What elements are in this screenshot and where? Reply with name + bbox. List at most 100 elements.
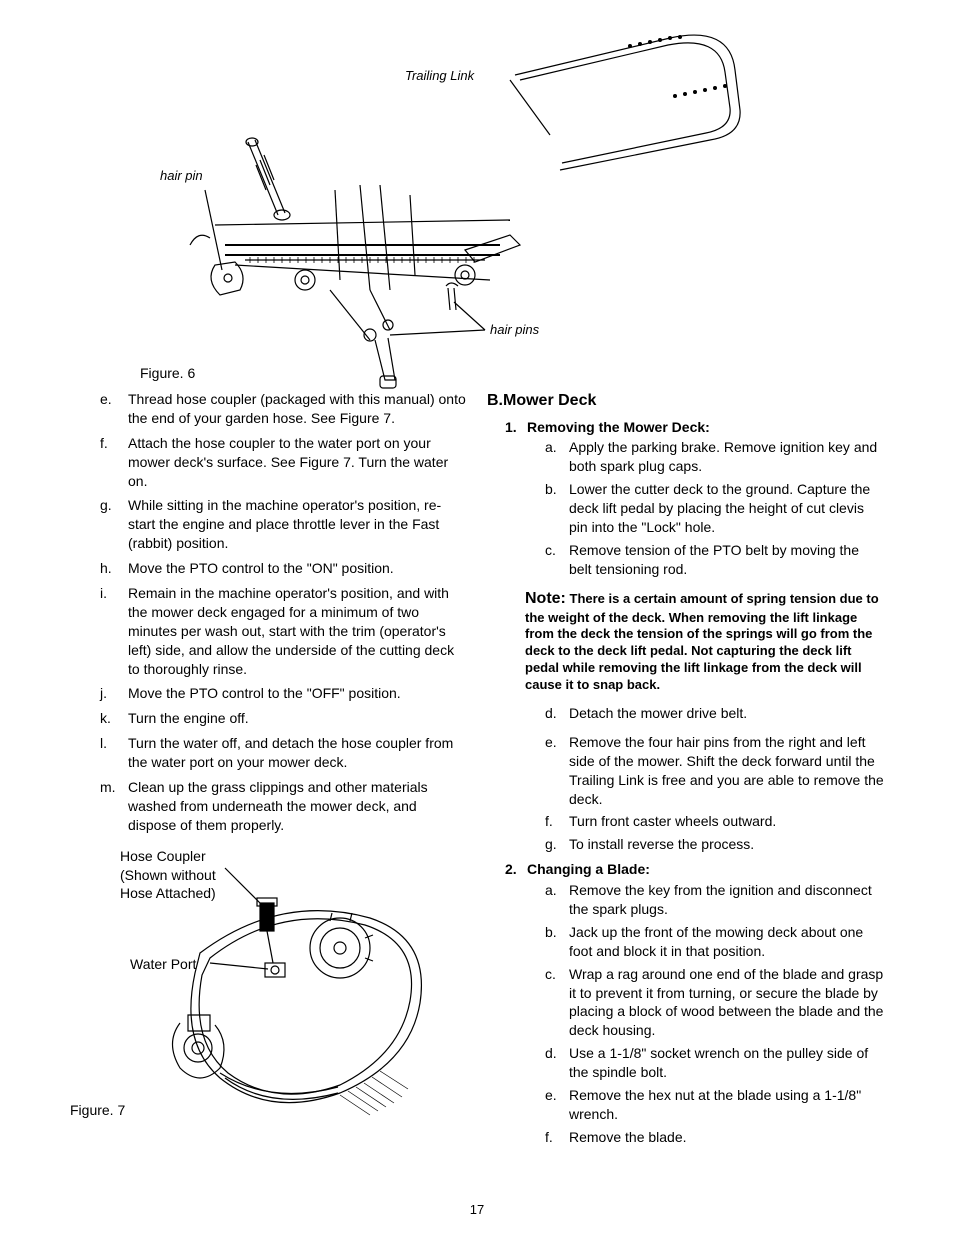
right-column: B.Mower Deck 1. Removing the Mower Deck:… xyxy=(487,390,884,1153)
marker: f. xyxy=(100,434,108,453)
item: d. Detach the mower drive belt. xyxy=(545,704,884,723)
marker: h. xyxy=(100,559,112,578)
marker: j. xyxy=(100,684,107,703)
note-block: Note: There is a certain amount of sprin… xyxy=(525,589,884,694)
left-item: m. Clean up the grass clippings and other… xyxy=(100,778,467,835)
text: Jack up the front of the mowing deck abo… xyxy=(569,924,863,959)
text: Wrap a rag around one end of the blade a… xyxy=(569,966,883,1039)
marker: 1. xyxy=(505,418,517,437)
l3: Hose Attached) xyxy=(120,885,216,901)
text: Detach the mower drive belt. xyxy=(569,705,747,721)
text: Clean up the grass clippings and other m… xyxy=(128,779,428,833)
marker: a. xyxy=(545,881,557,900)
text: Remain in the machine operator's positio… xyxy=(128,585,454,677)
item: c. Remove tension of the PTO belt by movi… xyxy=(545,541,884,579)
left-item: g. While sitting in the machine operator'… xyxy=(100,496,467,553)
figure-7-area: Hose Coupler (Shown without Hose Attache… xyxy=(70,843,467,1133)
sec1-list-top: a. Apply the parking brake. Remove igniti… xyxy=(527,438,884,578)
sec1-list-bottom: d. Detach the mower drive belt. e. Remove … xyxy=(527,704,884,854)
marker: g. xyxy=(545,835,557,854)
title: Removing the Mower Deck: xyxy=(527,419,710,435)
left-item: h. Move the PTO control to the "ON" posit… xyxy=(100,559,467,578)
text: Turn front caster wheels outward. xyxy=(569,813,776,829)
item: b. Jack up the front of the mowing deck a… xyxy=(545,923,884,961)
marker: f. xyxy=(545,812,553,831)
page: Trailing Link hair pin hair pins Figure.… xyxy=(0,0,954,1235)
item: e. Remove the hex nut at the blade using … xyxy=(545,1086,884,1124)
item: a. Remove the key from the ignition and d… xyxy=(545,881,884,919)
text: Turn the water off, and detach the hose … xyxy=(128,735,453,770)
right-numbered-list: 1. Removing the Mower Deck: a. Apply the … xyxy=(487,418,884,579)
item: c. Wrap a rag around one end of the blade… xyxy=(545,965,884,1041)
left-item: l. Turn the water off, and detach the hos… xyxy=(100,734,467,772)
text: Remove tension of the PTO belt by moving… xyxy=(569,542,859,577)
marker: b. xyxy=(545,923,557,942)
text: Use a 1-1/8" socket wrench on the pulley… xyxy=(569,1045,868,1080)
marker: m. xyxy=(100,778,116,797)
marker: d. xyxy=(545,1044,557,1063)
section-2: 2. Changing a Blade: a. Remove the key fr… xyxy=(505,860,884,1146)
figure-6-caption: Figure. 6 xyxy=(140,365,195,381)
text: Attach the hose coupler to the water por… xyxy=(128,435,448,489)
marker: g. xyxy=(100,496,112,515)
marker: f. xyxy=(545,1128,553,1147)
text: Move the PTO control to the "ON" positio… xyxy=(128,560,394,576)
marker: d. xyxy=(545,704,557,723)
figure-6-area: Trailing Link hair pin hair pins Figure.… xyxy=(70,30,884,390)
figure-7-label-water-port: Water Port xyxy=(130,955,196,974)
text: Remove the blade. xyxy=(569,1129,687,1145)
item: g. To install reverse the process. xyxy=(545,835,884,854)
text: Thread hose coupler (packaged with this … xyxy=(128,391,466,426)
sec1-continued: d. Detach the mower drive belt. e. Remove … xyxy=(487,704,884,854)
marker: c. xyxy=(545,965,556,984)
item: d. Use a 1-1/8" socket wrench on the pull… xyxy=(545,1044,884,1082)
marker: e. xyxy=(100,390,112,409)
text: Lower the cutter deck to the ground. Cap… xyxy=(569,481,870,535)
marker: l. xyxy=(100,734,107,753)
text: Move the PTO control to the "OFF" positi… xyxy=(128,685,401,701)
figure-6-label-trailing-link: Trailing Link xyxy=(405,68,474,83)
marker: c. xyxy=(545,541,556,560)
marker: a. xyxy=(545,438,557,457)
marker: e. xyxy=(545,1086,557,1105)
figure-7-caption: Figure. 7 xyxy=(70,1101,125,1120)
left-item: i. Remain in the machine operator's posit… xyxy=(100,584,467,678)
l1: Hose Coupler xyxy=(120,848,206,864)
figure-6-label-hair-pins: hair pins xyxy=(490,322,539,337)
text-columns: e. Thread hose coupler (packaged with thi… xyxy=(70,390,884,1153)
left-list: e. Thread hose coupler (packaged with thi… xyxy=(70,390,467,835)
section-2-wrap: 2. Changing a Blade: a. Remove the key fr… xyxy=(487,860,884,1146)
text: Turn the engine off. xyxy=(128,710,249,726)
section-heading: B.Mower Deck xyxy=(487,390,884,412)
left-item: f. Attach the hose coupler to the water p… xyxy=(100,434,467,491)
left-item: j. Move the PTO control to the "OFF" posi… xyxy=(100,684,467,703)
text: Remove the key from the ignition and dis… xyxy=(569,882,872,917)
marker: e. xyxy=(545,733,557,752)
figure-6-drawing xyxy=(70,30,884,390)
l2: (Shown without xyxy=(120,867,216,883)
title: Changing a Blade: xyxy=(527,861,650,877)
note-label: Note: xyxy=(525,590,566,607)
left-item: e. Thread hose coupler (packaged with thi… xyxy=(100,390,467,428)
item: a. Apply the parking brake. Remove igniti… xyxy=(545,438,884,476)
marker: k. xyxy=(100,709,111,728)
item: e. Remove the four hair pins from the rig… xyxy=(545,733,884,809)
left-item: k. Turn the engine off. xyxy=(100,709,467,728)
left-column: e. Thread hose coupler (packaged with thi… xyxy=(70,390,467,1153)
text: While sitting in the machine operator's … xyxy=(128,497,441,551)
item: f. Remove the blade. xyxy=(545,1128,884,1147)
figure-7-label-hose-coupler: Hose Coupler (Shown without Hose Attache… xyxy=(120,847,216,904)
text: Apply the parking brake. Remove ignition… xyxy=(569,439,877,474)
marker: i. xyxy=(100,584,107,603)
marker: b. xyxy=(545,480,557,499)
item: b. Lower the cutter deck to the ground. C… xyxy=(545,480,884,537)
note-text: There is a certain amount of spring tens… xyxy=(525,591,879,692)
text: Remove the hex nut at the blade using a … xyxy=(569,1087,861,1122)
text: To install reverse the process. xyxy=(569,836,754,852)
text: Remove the four hair pins from the right… xyxy=(569,734,884,807)
page-number: 17 xyxy=(0,1202,954,1217)
section-1: 1. Removing the Mower Deck: a. Apply the … xyxy=(505,418,884,579)
item: f. Turn front caster wheels outward. xyxy=(545,812,884,831)
marker: 2. xyxy=(505,860,517,879)
sec2-list: a. Remove the key from the ignition and d… xyxy=(527,881,884,1147)
